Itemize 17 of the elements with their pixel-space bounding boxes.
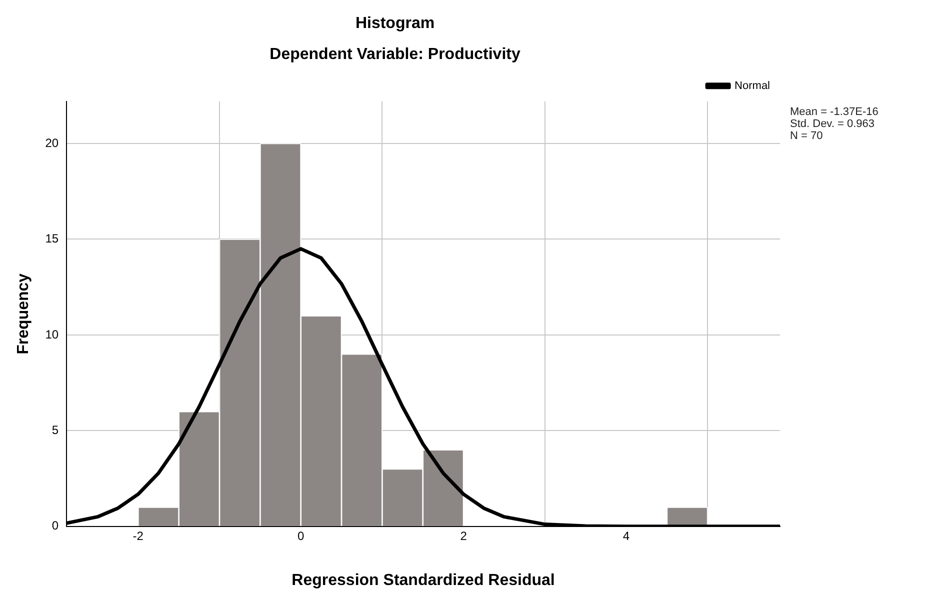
chart-title: Histogram	[355, 15, 435, 32]
x-tick-label: 2	[460, 528, 468, 543]
y-axis-title: Frequency	[15, 273, 32, 354]
x-tick-label: 4	[622, 528, 630, 543]
y-tick-label: 10	[45, 327, 59, 342]
x-tick-label: 0	[297, 528, 304, 543]
y-tick-label: 0	[52, 518, 59, 533]
x-axis-title: Regression Standardized Residual	[292, 572, 555, 589]
legend-label: Normal	[734, 80, 770, 92]
text: Std. Dev. = 0.963	[790, 118, 876, 130]
y-tick-label: 5	[52, 422, 59, 437]
y-tick-label: 15	[45, 232, 59, 246]
x-tick-label: -2	[132, 528, 144, 543]
text: Mean = -1.37E-16	[790, 106, 878, 118]
y-tick-label: 20	[45, 136, 59, 150]
chart-subtitle: Dependent Variable: Productivity	[270, 46, 520, 64]
text: N = 70	[790, 130, 824, 142]
